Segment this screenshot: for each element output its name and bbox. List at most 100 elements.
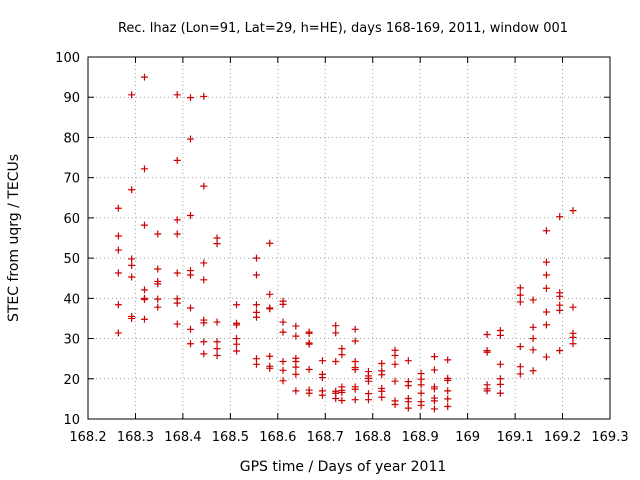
data-point xyxy=(338,351,346,359)
data-point xyxy=(252,301,260,309)
data-point xyxy=(430,405,438,413)
data-point xyxy=(187,340,195,348)
y-tick-label: 60 xyxy=(63,212,80,227)
data-point xyxy=(173,156,181,164)
data-point xyxy=(351,357,359,365)
data-point xyxy=(378,387,386,395)
data-point xyxy=(173,216,181,224)
data-point xyxy=(279,300,287,308)
data-point xyxy=(444,403,452,411)
data-point xyxy=(569,333,577,341)
data-point xyxy=(364,390,372,398)
data-point xyxy=(266,305,274,313)
data-point xyxy=(332,329,340,337)
data-point xyxy=(351,325,359,333)
data-point xyxy=(496,331,504,339)
data-point xyxy=(542,308,550,316)
data-point xyxy=(318,357,326,365)
data-point xyxy=(529,335,537,343)
data-point xyxy=(483,348,491,356)
x-tick-label: 168.8 xyxy=(354,430,391,445)
data-point xyxy=(173,299,181,307)
data-point xyxy=(391,360,399,368)
data-point xyxy=(114,301,122,309)
data-point xyxy=(140,73,148,81)
data-point xyxy=(569,340,577,348)
data-point xyxy=(279,318,287,326)
data-point xyxy=(187,135,195,143)
data-point xyxy=(569,207,577,215)
data-point xyxy=(213,345,221,353)
data-point xyxy=(542,353,550,361)
data-point xyxy=(430,397,438,405)
data-point xyxy=(556,306,564,314)
data-point xyxy=(496,360,504,368)
data-point xyxy=(351,337,359,345)
data-point xyxy=(529,367,537,375)
data-point xyxy=(391,377,399,385)
data-point xyxy=(200,92,208,100)
data-point xyxy=(338,388,346,396)
data-point xyxy=(213,318,221,326)
data-point xyxy=(516,284,524,292)
data-point xyxy=(444,376,452,384)
data-point xyxy=(114,329,122,337)
data-point xyxy=(114,269,122,277)
y-axis-label: STEC from uqrg / TECUs xyxy=(6,154,22,322)
data-point xyxy=(128,186,136,194)
data-point xyxy=(305,389,313,397)
x-tick-label: 168.4 xyxy=(164,430,201,445)
data-point xyxy=(391,351,399,359)
data-point xyxy=(213,240,221,248)
data-point xyxy=(140,165,148,173)
data-point xyxy=(292,363,300,371)
y-tick-label: 70 xyxy=(63,172,80,187)
data-point xyxy=(338,345,346,353)
data-point xyxy=(252,313,260,321)
data-point xyxy=(213,351,221,359)
data-point xyxy=(114,232,122,240)
data-point xyxy=(114,246,122,254)
data-point xyxy=(351,366,359,374)
data-point xyxy=(187,211,195,219)
data-point xyxy=(556,292,564,300)
x-axis-label: GPS time / Days of year 2011 xyxy=(240,459,447,475)
data-point xyxy=(114,204,122,212)
data-point xyxy=(140,296,148,304)
data-point xyxy=(516,363,524,371)
data-point xyxy=(140,315,148,323)
data-point xyxy=(516,291,524,299)
data-point xyxy=(516,298,524,306)
data-point xyxy=(200,276,208,284)
data-point xyxy=(173,91,181,99)
data-point xyxy=(252,360,260,368)
data-point xyxy=(128,273,136,281)
data-point xyxy=(351,385,359,393)
data-point xyxy=(266,352,274,360)
data-point xyxy=(233,347,241,355)
data-point xyxy=(200,319,208,327)
data-point xyxy=(364,377,372,385)
data-point xyxy=(542,227,550,235)
data-point xyxy=(378,359,386,367)
y-tick-label: 80 xyxy=(63,131,80,146)
data-point xyxy=(364,396,372,404)
data-point xyxy=(305,366,313,374)
data-point xyxy=(496,389,504,397)
data-point xyxy=(173,269,181,277)
data-point xyxy=(404,398,412,406)
y-tick-label: 40 xyxy=(63,292,80,307)
data-point xyxy=(128,255,136,263)
grid xyxy=(88,57,610,419)
data-point xyxy=(338,396,346,404)
data-point xyxy=(154,280,162,288)
y-tick-label: 50 xyxy=(63,252,80,267)
x-tick-label: 169 xyxy=(455,430,480,445)
data-point xyxy=(279,377,287,385)
data-point xyxy=(430,366,438,374)
x-tick-label: 168.6 xyxy=(259,430,296,445)
y-tick-label: 90 xyxy=(63,91,80,106)
data-point xyxy=(292,332,300,340)
data-point xyxy=(187,304,195,312)
